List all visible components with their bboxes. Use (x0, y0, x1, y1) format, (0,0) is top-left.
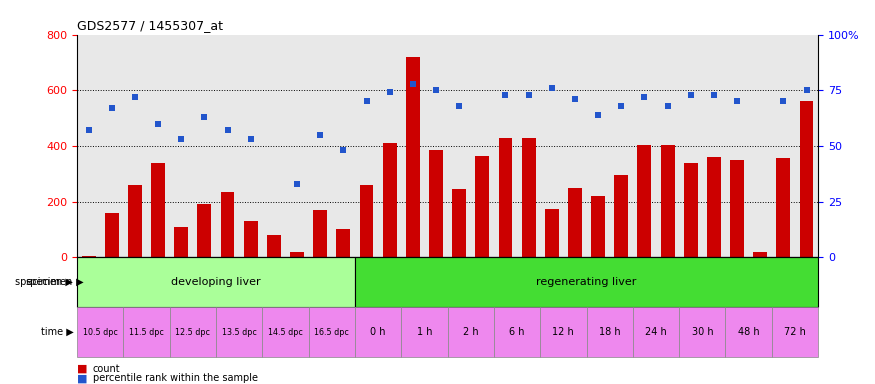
Text: percentile rank within the sample: percentile rank within the sample (93, 373, 258, 383)
Text: 48 h: 48 h (738, 327, 760, 337)
Text: 24 h: 24 h (645, 327, 667, 337)
Bar (355, 257, 818, 307)
Text: 2 h: 2 h (463, 327, 479, 337)
Bar (216, 307, 262, 357)
Bar (540, 307, 586, 357)
Bar (244, 221, 257, 257)
Bar (638, 144, 651, 257)
Text: ■: ■ (77, 364, 88, 374)
Bar (267, 235, 281, 257)
Text: count: count (93, 364, 121, 374)
Bar (633, 307, 679, 357)
Bar (614, 175, 628, 257)
Text: 14.5 dpc: 14.5 dpc (268, 328, 303, 337)
Bar (81, 256, 95, 257)
Text: 18 h: 18 h (598, 327, 620, 337)
Bar (290, 252, 304, 257)
Bar (545, 209, 559, 257)
Bar (725, 307, 772, 357)
Text: specimen: specimen (25, 277, 73, 287)
Bar (683, 163, 697, 257)
Text: regenerating liver: regenerating liver (536, 277, 637, 287)
Text: 13.5 dpc: 13.5 dpc (221, 328, 256, 337)
Bar (448, 307, 493, 357)
Bar (661, 144, 675, 257)
Text: GDS2577 / 1455307_at: GDS2577 / 1455307_at (77, 19, 223, 32)
Bar (174, 227, 188, 257)
Bar (313, 210, 327, 257)
Bar (309, 307, 355, 357)
Bar (475, 156, 489, 257)
Text: 10.5 dpc: 10.5 dpc (83, 328, 117, 337)
Bar (151, 163, 165, 257)
Bar (776, 159, 790, 257)
Bar (592, 196, 605, 257)
Bar (77, 307, 123, 357)
Bar (262, 307, 309, 357)
Bar (753, 252, 767, 257)
Text: 1 h: 1 h (416, 327, 432, 337)
Bar (382, 143, 396, 257)
Bar (220, 192, 234, 257)
Bar (355, 307, 402, 357)
Text: 6 h: 6 h (509, 327, 525, 337)
Bar (406, 57, 420, 257)
Bar (402, 307, 448, 357)
Bar (772, 307, 818, 357)
Text: developing liver: developing liver (172, 277, 261, 287)
Bar (170, 307, 216, 357)
Bar (499, 137, 513, 257)
Text: ■: ■ (77, 373, 88, 383)
Text: time ▶: time ▶ (40, 327, 74, 337)
Text: 0 h: 0 h (370, 327, 386, 337)
Text: 16.5 dpc: 16.5 dpc (314, 328, 349, 337)
Text: 30 h: 30 h (691, 327, 713, 337)
Bar (77, 257, 355, 307)
Bar (452, 189, 466, 257)
Bar (800, 101, 814, 257)
Bar (360, 185, 374, 257)
Bar (522, 137, 536, 257)
Bar (198, 204, 212, 257)
Bar (568, 188, 582, 257)
Text: specimen ▶: specimen ▶ (16, 277, 74, 287)
Bar (128, 185, 142, 257)
Bar (730, 160, 744, 257)
Bar (429, 150, 443, 257)
Bar (586, 307, 633, 357)
Bar (707, 157, 721, 257)
Text: 72 h: 72 h (784, 327, 806, 337)
Bar (493, 307, 540, 357)
Text: 12.5 dpc: 12.5 dpc (175, 328, 210, 337)
Text: ▶: ▶ (74, 277, 84, 287)
Bar (336, 230, 350, 257)
Bar (679, 307, 725, 357)
Bar (105, 213, 119, 257)
Text: 11.5 dpc: 11.5 dpc (129, 328, 164, 337)
Text: 12 h: 12 h (552, 327, 574, 337)
Bar (123, 307, 170, 357)
